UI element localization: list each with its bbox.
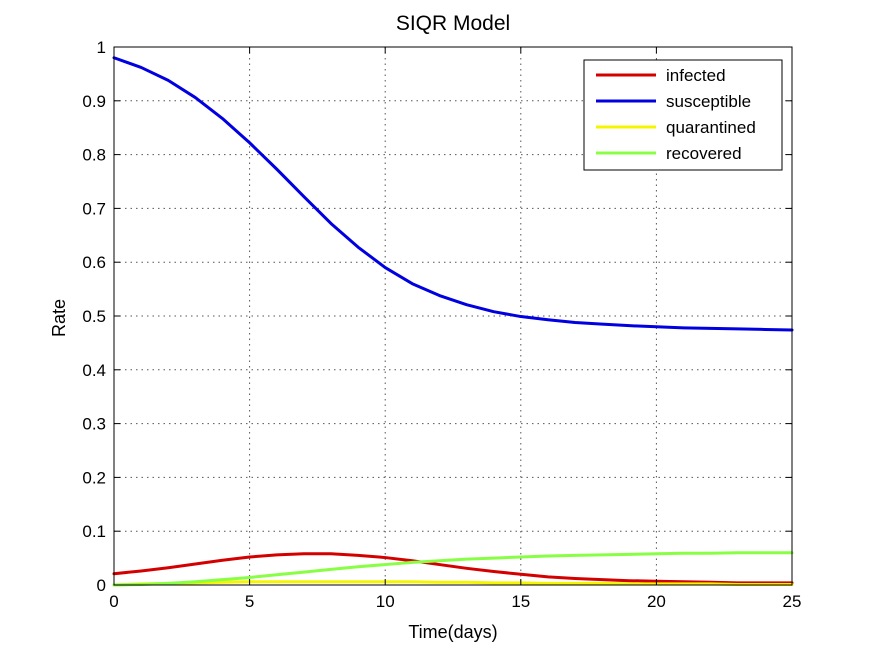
x-tick-label: 25 (783, 592, 802, 611)
x-tick-label: 20 (647, 592, 666, 611)
legend-label-susceptible: susceptible (666, 92, 751, 111)
y-tick-label: 0.4 (82, 361, 106, 380)
series-line-quarantined (112, 580, 794, 587)
x-tick-label: 15 (511, 592, 530, 611)
series-line-recovered (112, 551, 794, 587)
chart-title: SIQR Model (396, 12, 510, 35)
y-tick-label: 0.9 (82, 92, 106, 111)
legend-label-quarantined: quarantined (666, 118, 756, 137)
y-tick-label: 0.6 (82, 253, 106, 272)
y-tick-label: 0.2 (82, 468, 106, 487)
y-tick-label: 1 (97, 38, 106, 57)
y-tick-label: 0 (97, 576, 106, 595)
tick-layer: 0 5 10 15 20 25 0 0.1 0.2 0.3 0.4 0.5 0.6 0.7 0.8 0.9 1 (82, 38, 801, 611)
y-tick-label: 0.1 (82, 522, 106, 541)
x-axis-label: Time(days) (408, 622, 497, 642)
series-line-infected (112, 552, 794, 585)
y-tick-label: 0.3 (82, 415, 106, 434)
legend: infected susceptible quarantined recovered (583, 59, 783, 171)
x-tick-label: 5 (245, 592, 254, 611)
x-tick-label: 10 (376, 592, 395, 611)
legend-label-recovered: recovered (666, 144, 742, 163)
series-line-susceptible (112, 56, 794, 332)
y-tick-label: 0.8 (82, 146, 106, 165)
x-tick-label: 0 (109, 592, 118, 611)
series-layer (112, 56, 794, 587)
y-tick-label: 0.7 (82, 199, 106, 218)
y-axis-label: Rate (49, 299, 69, 337)
legend-label-infected: infected (666, 66, 726, 85)
y-tick-label: 0.5 (82, 307, 106, 326)
